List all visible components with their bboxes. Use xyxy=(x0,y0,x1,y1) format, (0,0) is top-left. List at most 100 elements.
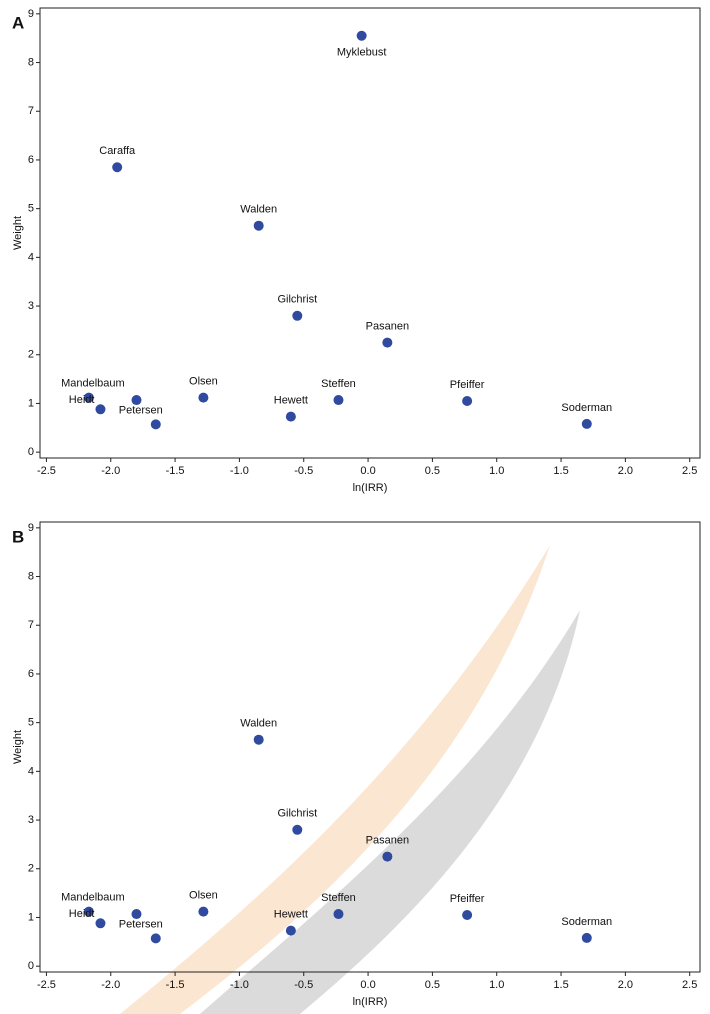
y-tick-label: 4 xyxy=(28,765,34,777)
y-axis-label: Weight xyxy=(12,730,24,764)
panel-label: A xyxy=(12,13,24,32)
point-label: Mandelbaum xyxy=(61,892,125,904)
x-tick-label: 1.5 xyxy=(553,465,568,477)
y-tick-label: 4 xyxy=(28,251,34,263)
y-tick-label: 6 xyxy=(28,154,34,166)
x-axis-label: ln(IRR) xyxy=(353,482,388,494)
point-label: Pasanen xyxy=(366,320,409,332)
panel-label: B xyxy=(12,527,24,546)
x-tick-label: 0.0 xyxy=(360,979,375,991)
data-point xyxy=(131,395,142,406)
y-tick-label: 5 xyxy=(28,717,34,729)
data-point xyxy=(462,910,473,921)
point-label: Myklebust xyxy=(337,47,387,59)
data-point xyxy=(462,396,473,407)
point-label: Caraffa xyxy=(99,145,136,157)
point-label: Walden xyxy=(240,204,277,216)
x-tick-label: 2.0 xyxy=(618,979,633,991)
x-tick-label: -0.5 xyxy=(294,465,313,477)
point-label: Petersen xyxy=(119,918,163,930)
x-tick-label: -2.0 xyxy=(101,465,120,477)
data-point xyxy=(292,824,303,835)
point-label: Hewett xyxy=(274,909,308,921)
x-tick-label: 1.5 xyxy=(553,979,568,991)
x-tick-label: -2.0 xyxy=(101,979,120,991)
data-point xyxy=(95,918,106,929)
data-point xyxy=(150,419,161,430)
data-point xyxy=(95,404,106,415)
y-tick-label: 9 xyxy=(28,522,34,534)
data-point xyxy=(285,411,296,422)
plot-frame xyxy=(39,7,701,459)
data-point xyxy=(581,418,592,429)
data-point xyxy=(150,933,161,944)
y-tick-label: 2 xyxy=(28,863,34,875)
x-tick-label: -1.5 xyxy=(166,465,185,477)
x-tick-label: 1.0 xyxy=(489,979,504,991)
y-tick-label: 2 xyxy=(28,349,34,361)
data-point xyxy=(333,909,344,920)
y-tick-label: 1 xyxy=(28,911,34,923)
y-tick-label: 7 xyxy=(28,105,34,117)
data-point xyxy=(253,220,264,231)
y-tick-label: 8 xyxy=(28,56,34,68)
y-tick-label: 0 xyxy=(28,446,34,458)
data-point xyxy=(198,906,209,917)
data-point xyxy=(198,392,209,403)
watermark xyxy=(120,545,580,1014)
point-label: Soderman xyxy=(561,916,612,928)
x-axis-label: ln(IRR) xyxy=(353,996,388,1008)
y-tick-label: 0 xyxy=(28,960,34,972)
y-tick-label: 7 xyxy=(28,619,34,631)
x-tick-label: -2.5 xyxy=(37,465,56,477)
point-label: Pasanen xyxy=(366,834,409,846)
point-label: Gilchrist xyxy=(277,294,317,306)
data-point xyxy=(356,30,367,41)
point-label: Soderman xyxy=(561,402,612,414)
data-point xyxy=(333,395,344,406)
point-label: Hewett xyxy=(274,395,308,407)
data-point xyxy=(285,925,296,936)
y-tick-label: 8 xyxy=(28,570,34,582)
y-tick-label: 6 xyxy=(28,668,34,680)
data-point xyxy=(382,337,393,348)
plot-frame xyxy=(39,521,701,973)
y-tick-label: 3 xyxy=(28,814,34,826)
x-tick-label: -1.0 xyxy=(230,465,249,477)
point-label: Heidt xyxy=(69,394,95,406)
y-tick-label: 9 xyxy=(28,8,34,20)
data-point xyxy=(83,392,94,403)
y-tick-label: 3 xyxy=(28,300,34,312)
point-label: Walden xyxy=(240,718,277,730)
data-point xyxy=(112,162,123,173)
data-point xyxy=(253,734,264,745)
x-tick-label: -1.0 xyxy=(230,979,249,991)
x-tick-label: 0.5 xyxy=(425,465,440,477)
data-point xyxy=(292,310,303,321)
point-label: Pfeiffer xyxy=(450,893,485,905)
point-label: Steffen xyxy=(321,892,356,904)
x-tick-label: 2.5 xyxy=(682,465,697,477)
data-point xyxy=(83,906,94,917)
y-axis-label: Weight xyxy=(12,216,24,250)
data-point xyxy=(131,909,142,920)
point-label: Mandelbaum xyxy=(61,378,125,390)
x-tick-label: -0.5 xyxy=(294,979,313,991)
data-point xyxy=(382,851,393,862)
data-point xyxy=(581,932,592,943)
x-tick-label: -2.5 xyxy=(37,979,56,991)
x-tick-label: 0.0 xyxy=(360,465,375,477)
point-label: Heidt xyxy=(69,908,95,920)
x-tick-label: 2.0 xyxy=(618,465,633,477)
y-tick-label: 1 xyxy=(28,397,34,409)
point-label: Olsen xyxy=(189,376,218,388)
point-label: Pfeiffer xyxy=(450,379,485,391)
x-tick-label: 2.5 xyxy=(682,979,697,991)
point-label: Gilchrist xyxy=(277,808,317,820)
point-label: Olsen xyxy=(189,890,218,902)
point-label: Petersen xyxy=(119,404,163,416)
point-label: Steffen xyxy=(321,378,356,390)
x-tick-label: 1.0 xyxy=(489,465,504,477)
